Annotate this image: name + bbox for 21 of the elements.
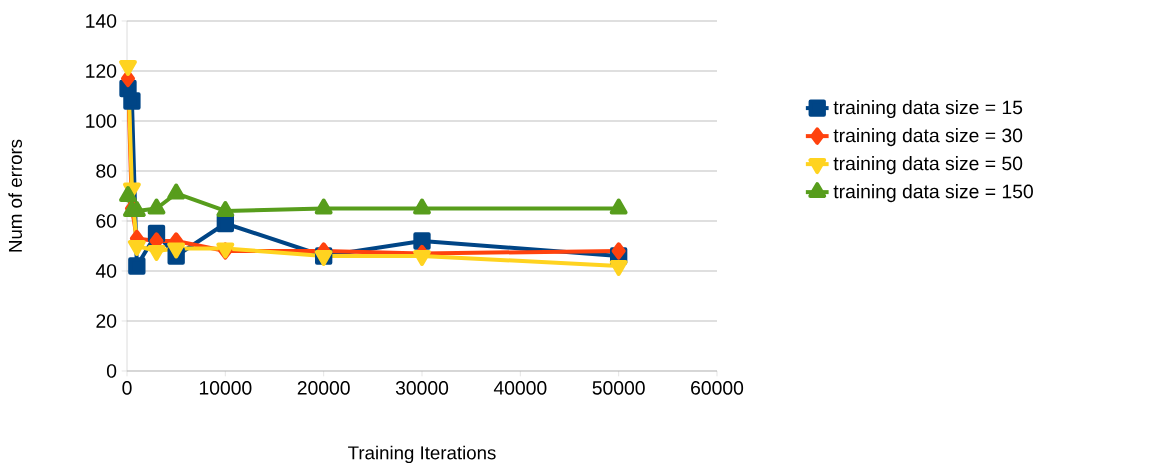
- x-tick-label: 50000: [592, 381, 645, 395]
- y-tick-label: 80: [96, 164, 117, 178]
- y-axis-title: Num of errors: [8, 139, 23, 252]
- y-tick-label: 60: [96, 214, 117, 228]
- y-tick-label: 120: [86, 64, 117, 78]
- x-tick-label: 60000: [691, 381, 744, 395]
- y-tick-label: 40: [95, 264, 117, 278]
- x-tick-label: 20000: [297, 381, 350, 395]
- y-tick-label: 100: [86, 114, 117, 128]
- legend-label: training data size = 30: [833, 128, 1023, 147]
- y-tick-label: 140: [86, 14, 117, 28]
- legend-label: training data size = 150: [833, 184, 1033, 203]
- legend-label: training data size = 15: [833, 100, 1023, 119]
- y-tick-label: 20: [96, 314, 117, 328]
- x-tick-label: 0: [122, 381, 132, 395]
- x-tick-label: 40000: [493, 381, 547, 395]
- legend-label: training data size = 50: [833, 156, 1023, 175]
- x-tick-label: 10000: [199, 381, 252, 395]
- x-axis-title: Training Iterations: [348, 445, 496, 464]
- x-tick-label: 30000: [395, 381, 449, 395]
- y-tick-label: 0: [106, 364, 117, 378]
